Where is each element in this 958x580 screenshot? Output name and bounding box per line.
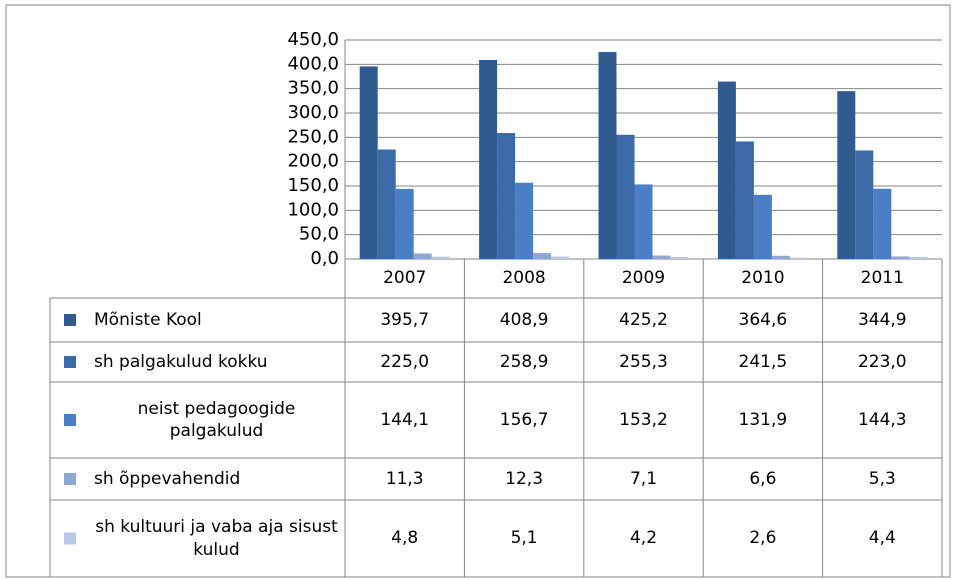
data-label: 2,6 [749,528,777,549]
data-label: 4,4 [868,528,896,549]
bar [717,81,736,259]
legend-label: neist pedagoogide palgakulud [137,398,296,441]
bar [855,150,874,259]
legend-swatch [64,356,76,368]
y-tick-label: 300,0 [287,102,339,123]
bar [515,182,534,259]
legend-label: sh õppevahendid [94,468,241,489]
x-tick-label: 2007 [383,268,427,289]
data-label: 425,2 [619,309,668,330]
bar [377,149,396,259]
data-label: 7,1 [629,468,658,489]
data-label: 131,9 [738,409,788,430]
y-tick-label: 250,0 [287,126,339,147]
data-label: 408,9 [499,309,549,330]
bar [551,256,570,259]
y-tick-label: 200,0 [287,151,339,172]
legend-swatch [64,314,76,326]
bar [497,133,516,259]
data-label: 255,3 [619,351,668,372]
data-label: 5,1 [510,528,538,549]
data-label: 344,9 [857,309,907,330]
y-tick-label: 400,0 [287,53,339,74]
bar [891,256,910,259]
y-tick-label: 450,0 [287,29,339,50]
data-label: 153,2 [619,409,668,430]
legend-swatch [64,414,76,426]
bar [359,66,378,260]
legend-label: Mõniste Kool [94,309,202,330]
legend-swatch [64,473,76,485]
data-label: 5,3 [868,468,896,489]
bar [652,255,671,259]
bar [616,134,635,259]
data-label: 144,3 [857,409,907,430]
bar [598,52,617,259]
chart-border [5,4,951,578]
bar [533,253,552,259]
data-label: 225,0 [380,351,430,372]
bar [670,256,689,259]
data-label: 144,1 [380,409,430,430]
data-label: 4,8 [391,528,419,549]
y-tick-label: 100,0 [287,199,339,220]
data-label: 364,6 [738,309,788,330]
data-label: 6,6 [749,468,777,489]
x-tick-label: 2010 [741,268,785,289]
data-label: 4,2 [629,528,658,549]
x-tick-label: 2009 [621,268,666,289]
data-label: 156,7 [499,409,549,430]
bar [909,256,928,259]
bar [395,188,414,259]
y-tick-label: 0,0 [310,248,339,269]
y-tick-label: 150,0 [287,175,339,196]
bar [735,141,754,259]
x-tick-label: 2011 [860,268,904,289]
legend-label: sh kultuuri ja vaba aja sisust kulud [95,517,338,560]
data-label: 11,3 [385,468,424,489]
bar [873,188,892,259]
y-tick-label: 350,0 [287,78,339,99]
data-label: 241,5 [738,351,788,372]
y-tick-label: 50,0 [299,224,339,245]
bar [431,256,450,259]
data-label: 395,7 [380,309,430,330]
data-label: 12,3 [505,468,544,489]
bar [753,194,772,259]
bar [634,184,653,259]
legend-label: sh palgakulud kokku [94,351,268,372]
data-label: 223,0 [857,351,907,372]
bar [479,60,498,259]
legend-swatch [64,532,76,545]
bar [789,257,808,259]
bar [413,253,432,259]
bar [771,255,790,259]
x-tick-label: 2008 [502,268,546,289]
data-label: 258,9 [499,351,549,372]
bar [837,91,856,259]
